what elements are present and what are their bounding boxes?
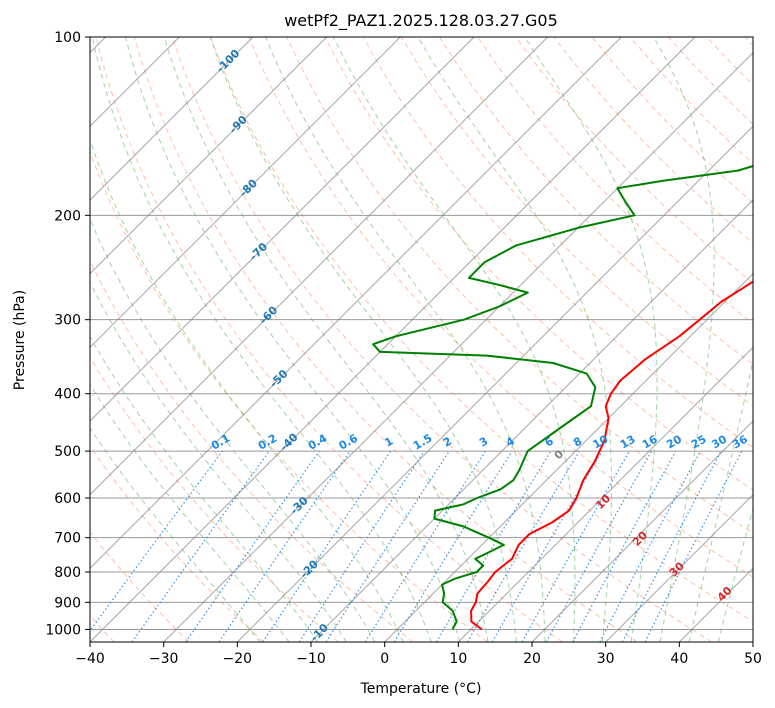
moist-adiabat-line xyxy=(90,383,290,642)
dewpoint-profile-line xyxy=(372,165,753,630)
moist-adiabat-line xyxy=(653,37,715,642)
moist-adiabat-line xyxy=(209,37,517,642)
dry-adiabat-line xyxy=(90,531,190,642)
x-axis-title: Temperature (°C) xyxy=(360,681,482,697)
dry-adiabat-line xyxy=(248,37,753,578)
isotherm-line xyxy=(90,37,475,422)
moist-adiabat-line xyxy=(417,37,612,642)
mixing-ratio-line xyxy=(644,450,743,642)
x-tick-label: −10 xyxy=(296,651,326,667)
y-tick-label: 100 xyxy=(54,30,81,46)
isotherm-line xyxy=(90,37,401,349)
moist-adiabat-line xyxy=(90,335,319,642)
y-tick-label: 200 xyxy=(54,208,81,224)
moist-adiabat-line xyxy=(91,37,432,642)
dry-adiabat-line xyxy=(90,150,488,642)
isotherm-line xyxy=(605,493,753,642)
x-tick-label: 20 xyxy=(523,651,541,667)
mixing-ratio-line xyxy=(298,450,425,642)
background-lines xyxy=(90,37,753,642)
isotherm-line xyxy=(310,199,753,642)
dry-adiabat-line xyxy=(438,37,753,366)
mixing-ratio-line xyxy=(131,450,270,642)
y-tick-label: 400 xyxy=(54,387,81,403)
y-tick-label: 500 xyxy=(54,444,81,460)
y-axis-title: Pressure (hPa) xyxy=(12,290,28,390)
isotherm-line xyxy=(752,641,753,642)
dry-adiabat-line xyxy=(90,356,339,642)
moist-adiabat-line xyxy=(163,37,489,642)
plot-background xyxy=(90,37,753,642)
isotherm-line xyxy=(90,37,622,570)
x-tick-label: −30 xyxy=(149,651,179,667)
isotherm-line xyxy=(531,420,753,642)
isotherm-line xyxy=(457,346,753,642)
dry-adiabat-line xyxy=(133,37,638,642)
moist-adiabat-line xyxy=(265,37,546,642)
mixing-ratio-line xyxy=(185,450,320,642)
y-axis-ticks: 1000 900 800 700 600 500 400 300 200 100 xyxy=(45,30,90,638)
isotherm-line xyxy=(163,51,753,642)
x-tick-label: 50 xyxy=(744,651,762,667)
mixing-ratio-line xyxy=(572,450,677,642)
isotherm-line xyxy=(90,37,254,201)
mixing-ratio-line xyxy=(90,450,223,632)
mixing-ratio-line xyxy=(262,450,392,642)
dry-adiabat-line xyxy=(95,37,563,642)
isotherm-line xyxy=(236,125,753,642)
y-tick-label: 600 xyxy=(54,491,81,507)
isotherm-line xyxy=(384,272,753,642)
moist-adiabat-line xyxy=(524,37,658,642)
moist-adiabat-line xyxy=(90,427,261,642)
moist-adiabat-line xyxy=(90,217,376,642)
y-tick-label: 1000 xyxy=(45,622,81,638)
mixing-ratio-line xyxy=(545,450,653,642)
dry-adiabat-line xyxy=(210,37,753,623)
moist-adiabat-line xyxy=(90,138,404,642)
x-tick-label: −20 xyxy=(223,651,253,667)
moist-adiabat-line xyxy=(332,37,576,642)
isotherm-line xyxy=(90,37,549,496)
isotherm-line xyxy=(90,37,328,275)
x-tick-label: 40 xyxy=(670,651,688,667)
temperature-profile-line xyxy=(470,280,753,631)
chart-title: wetPf2_PAZ1.2025.128.03.27.G05 xyxy=(284,11,558,31)
x-axis-ticks: −40 −30 −20 −10 0 10 20 30 40 50 xyxy=(75,642,762,667)
mixing-ratio-line xyxy=(521,450,631,642)
dry-adiabat-line xyxy=(400,37,753,407)
x-tick-label: −40 xyxy=(75,651,105,667)
mixing-ratio-line xyxy=(325,450,450,642)
y-tick-label: 800 xyxy=(54,565,81,581)
y-tick-label: 900 xyxy=(54,595,81,611)
y-tick-label: 700 xyxy=(54,531,81,547)
profile-lines xyxy=(372,165,753,631)
mixing-ratio-line xyxy=(218,450,351,642)
dry-adiabat-line xyxy=(515,37,753,284)
dry-adiabat-line xyxy=(171,37,712,642)
plot-frame xyxy=(89,36,754,643)
moist-adiabat-line xyxy=(125,37,461,642)
x-tick-label: 30 xyxy=(597,651,615,667)
dry-adiabat-line xyxy=(90,445,264,642)
x-tick-label: 10 xyxy=(449,651,467,667)
isotherm-line xyxy=(90,37,696,642)
x-tick-label: 0 xyxy=(380,651,389,667)
y-tick-label: 300 xyxy=(54,313,81,329)
